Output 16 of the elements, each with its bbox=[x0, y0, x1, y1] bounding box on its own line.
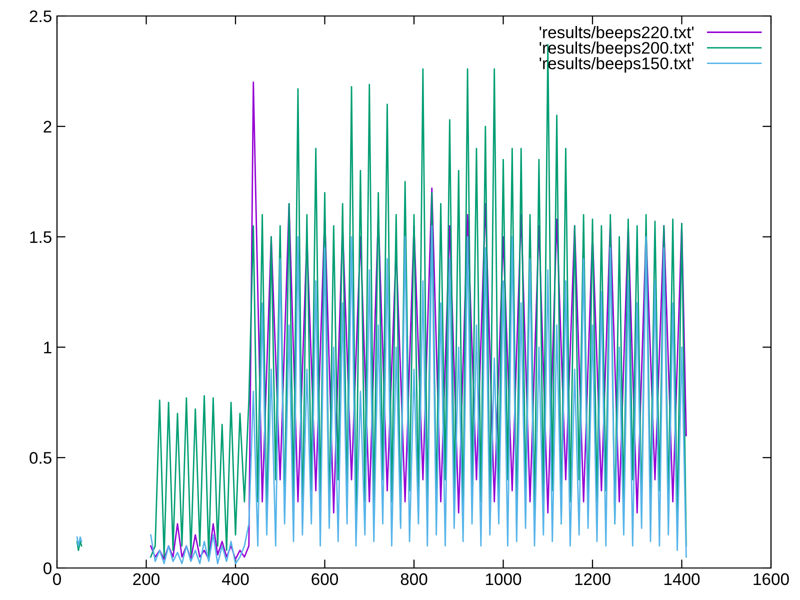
y-tick-label: 1 bbox=[44, 342, 52, 354]
x-tick-label: 1600 bbox=[754, 573, 789, 586]
x-tick-label: 1400 bbox=[664, 573, 700, 586]
x-tick-label: 800 bbox=[400, 573, 428, 586]
x-tick-label: 600 bbox=[312, 573, 338, 586]
y-tick-label: 0.5 bbox=[30, 452, 52, 464]
x-tick-label: 0 bbox=[53, 573, 61, 586]
x-tick-label: 200 bbox=[133, 573, 160, 586]
y-tick-label: 2.5 bbox=[30, 10, 52, 22]
x-tick-label: 1200 bbox=[575, 573, 610, 586]
x-tick-label: 1000 bbox=[486, 573, 522, 586]
legend-label: 'results/beeps220.txt' bbox=[540, 26, 694, 42]
y-tick-label: 0 bbox=[44, 562, 52, 574]
y-tick-label: 2 bbox=[44, 120, 52, 132]
y-tick-label: 1.5 bbox=[30, 231, 52, 244]
x-tick-label: 400 bbox=[222, 573, 249, 586]
